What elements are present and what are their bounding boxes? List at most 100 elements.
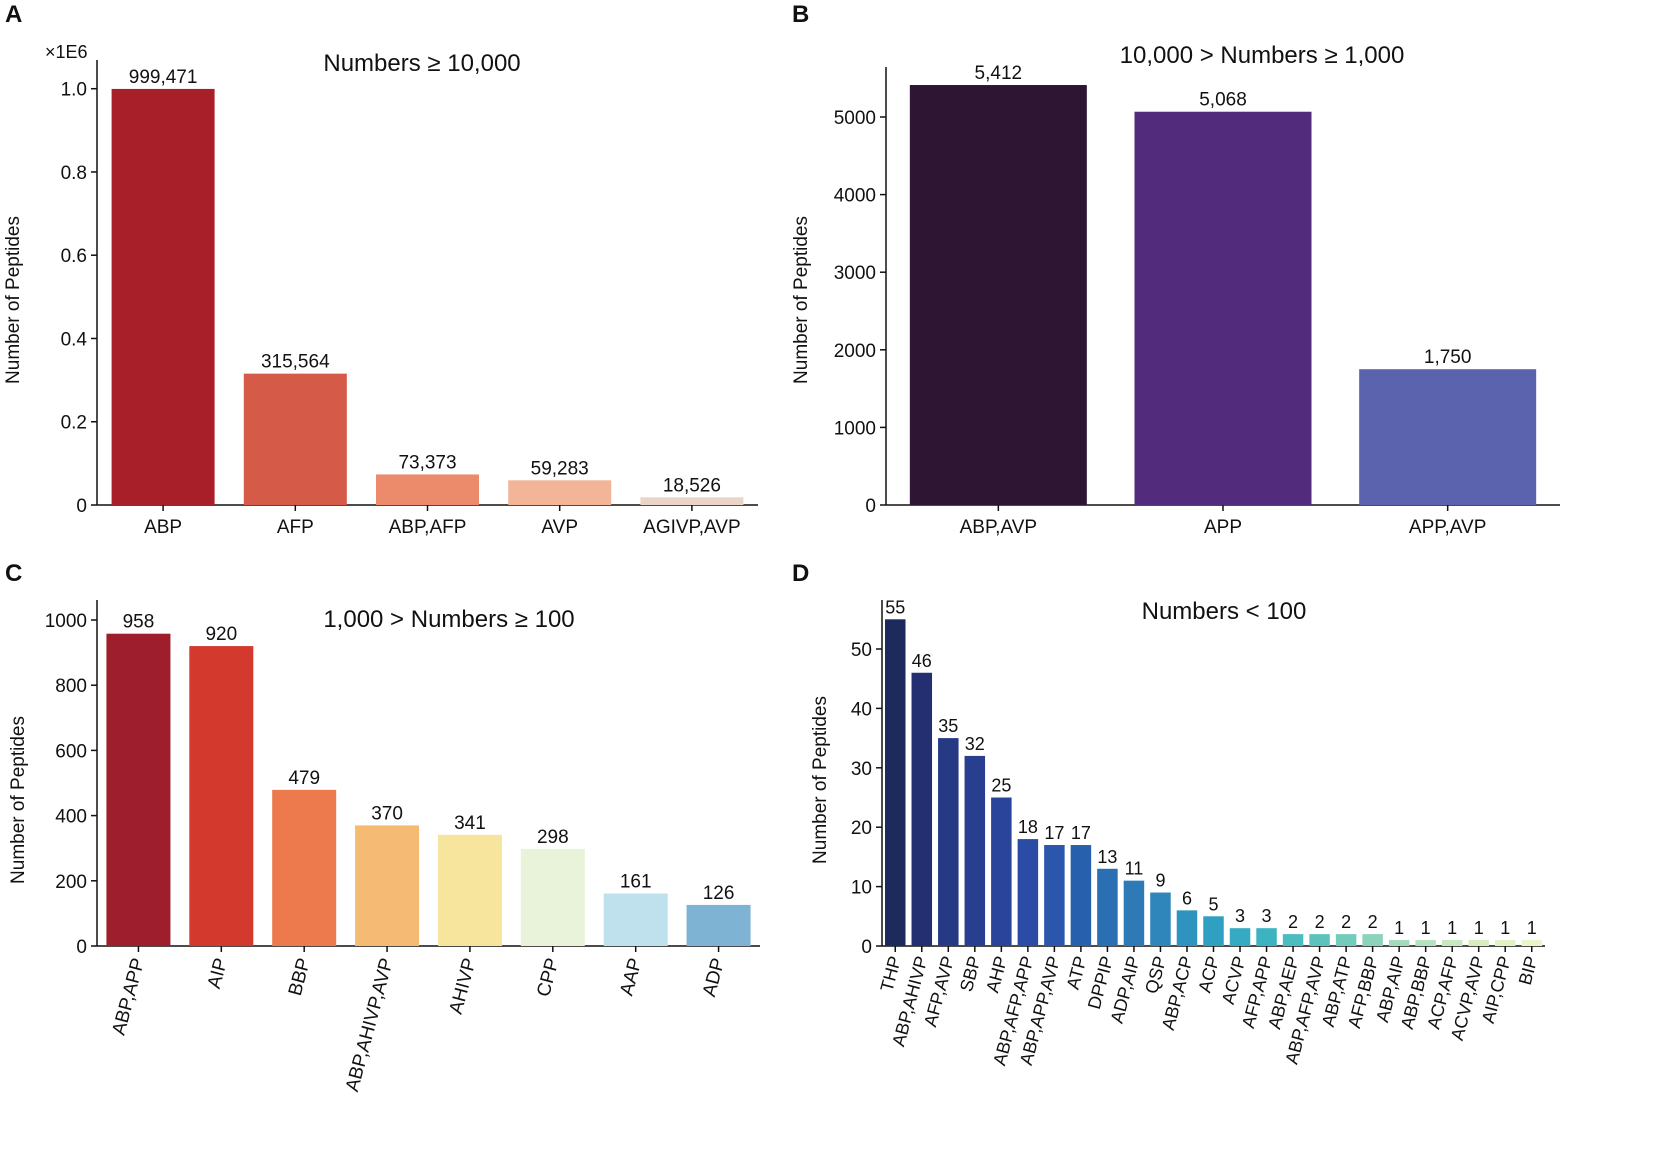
x-tick-label: AHIVP	[446, 956, 481, 1017]
bar	[1359, 369, 1537, 505]
y-tick-label: 600	[55, 741, 87, 762]
bar	[1123, 880, 1145, 946]
bar	[106, 633, 171, 946]
bar	[1415, 940, 1436, 946]
chart-title: Numbers < 100	[1142, 598, 1307, 625]
bar-value-label: 999,471	[129, 67, 198, 88]
bar	[1335, 934, 1357, 946]
x-tick-label: AVP	[541, 517, 578, 538]
bar-value-label: 1	[1474, 918, 1484, 938]
bar	[520, 848, 585, 946]
y-tick-label: 4000	[834, 186, 876, 207]
bar-value-label: 5,412	[975, 63, 1023, 84]
y-tick-label: 50	[851, 640, 872, 661]
chart-panel-d: D Numbers < 100 Number of Peptides 0 10 20 30 4…	[792, 560, 1545, 1068]
bar-value-label: 3	[1262, 906, 1272, 926]
chart-panel-c: C 1,000 > Numbers ≥ 100 Number of Peptides…	[5, 560, 760, 1094]
x-tick-label: CPP	[533, 956, 563, 999]
y-tick-label: 0.4	[61, 329, 88, 350]
y-tick-label: 2000	[834, 341, 876, 362]
bar-value-label: 13	[1097, 847, 1117, 867]
panel-letter-b: B	[792, 1, 809, 28]
bar	[1070, 845, 1092, 946]
bar	[1150, 892, 1171, 946]
bar-value-label: 2	[1341, 912, 1351, 932]
y-tick-label: 0.8	[61, 163, 87, 184]
y-tick-label: 0	[865, 496, 876, 517]
chart-title: 1,000 > Numbers ≥ 100	[323, 606, 574, 633]
x-tick-label: APP,AVP	[1409, 517, 1486, 538]
y-tick-label: 3000	[834, 263, 876, 284]
y-tick-label: 1000	[45, 611, 87, 632]
panel-letter-c: C	[5, 560, 22, 587]
x-tick-label: QSP	[1141, 954, 1170, 996]
bar	[1134, 111, 1312, 505]
bar-value-label: 315,564	[261, 352, 330, 373]
bar	[1017, 839, 1039, 946]
y-axis-label: Number of Peptides	[791, 216, 812, 384]
bar	[376, 474, 479, 505]
bar-value-label: 1	[1394, 918, 1404, 938]
x-tick-label: AFP	[277, 517, 314, 538]
bar-value-label: 17	[1071, 823, 1091, 843]
bar	[437, 834, 502, 946]
bar	[1362, 934, 1383, 946]
bar-value-label: 1	[1421, 918, 1431, 938]
y-tick-label: 1.0	[61, 80, 87, 101]
bar-value-label: 73,373	[398, 452, 456, 473]
x-tick-label: ABP,AVP	[960, 517, 1037, 538]
bar-value-label: 2	[1288, 912, 1298, 932]
y-tick-label: 30	[851, 759, 872, 780]
y-tick-label: 1000	[834, 418, 876, 439]
chart-panel-b: B 10,000 > Numbers ≥ 1,000 Number of Pepti…	[791, 1, 1560, 538]
bar-value-label: 161	[620, 872, 652, 893]
bar-value-label: 6	[1182, 888, 1192, 908]
x-tick-label: ABP,AHIVP,AVP	[342, 956, 398, 1094]
x-tick-label: AHP	[982, 954, 1011, 995]
bar	[603, 893, 668, 946]
bar-value-label: 920	[205, 624, 237, 645]
y-tick-label: 200	[55, 872, 87, 893]
bar-value-label: 18,526	[663, 475, 721, 496]
x-tick-label: ABP	[144, 517, 182, 538]
y-tick-label: 10	[851, 878, 872, 899]
bar-value-label: 59,283	[531, 458, 589, 479]
bar	[1521, 940, 1542, 946]
bar-value-label: 25	[991, 776, 1011, 796]
x-tick-label: ADP	[699, 956, 729, 999]
y-tick-label: 20	[851, 818, 872, 839]
bar-value-label: 1	[1527, 918, 1537, 938]
y-axis-label: Number of Peptides	[810, 696, 831, 864]
bar-value-label: 55	[885, 597, 905, 617]
bar-value-label: 1,750	[1424, 347, 1472, 368]
chart-panel-a: A Numbers ≥ 10,000 Number of Peptides ×1E6 0…	[3, 1, 758, 538]
bar-value-label: 5,068	[1199, 90, 1247, 111]
bar-value-label: 35	[938, 716, 958, 736]
bar	[243, 373, 347, 505]
y-axis-label: Number of Peptides	[8, 716, 29, 884]
bar-value-label: 370	[371, 803, 403, 824]
bar	[1203, 916, 1224, 946]
x-tick-label: APP	[1204, 517, 1242, 538]
bar	[911, 672, 933, 946]
y-tick-label: 0	[76, 496, 87, 517]
bar-value-label: 958	[123, 612, 155, 633]
x-tick-label: ACP	[1194, 954, 1223, 995]
x-tick-label: ABP,APP	[109, 956, 150, 1038]
bar-value-label: 46	[912, 651, 932, 671]
bar	[885, 619, 906, 946]
bar	[909, 85, 1087, 505]
bar	[991, 797, 1012, 946]
y-tick-label: 800	[55, 676, 87, 697]
y-tick-label: 0.6	[61, 246, 87, 267]
bar	[1282, 934, 1304, 946]
bar	[1097, 868, 1118, 946]
bar	[1468, 940, 1489, 946]
bar	[355, 825, 420, 946]
bar	[686, 904, 751, 946]
y-axis-label: Number of Peptides	[3, 216, 24, 384]
bar-value-label: 3	[1235, 906, 1245, 926]
x-tick-label: AIP	[204, 956, 232, 991]
bar-value-label: 298	[537, 827, 569, 848]
